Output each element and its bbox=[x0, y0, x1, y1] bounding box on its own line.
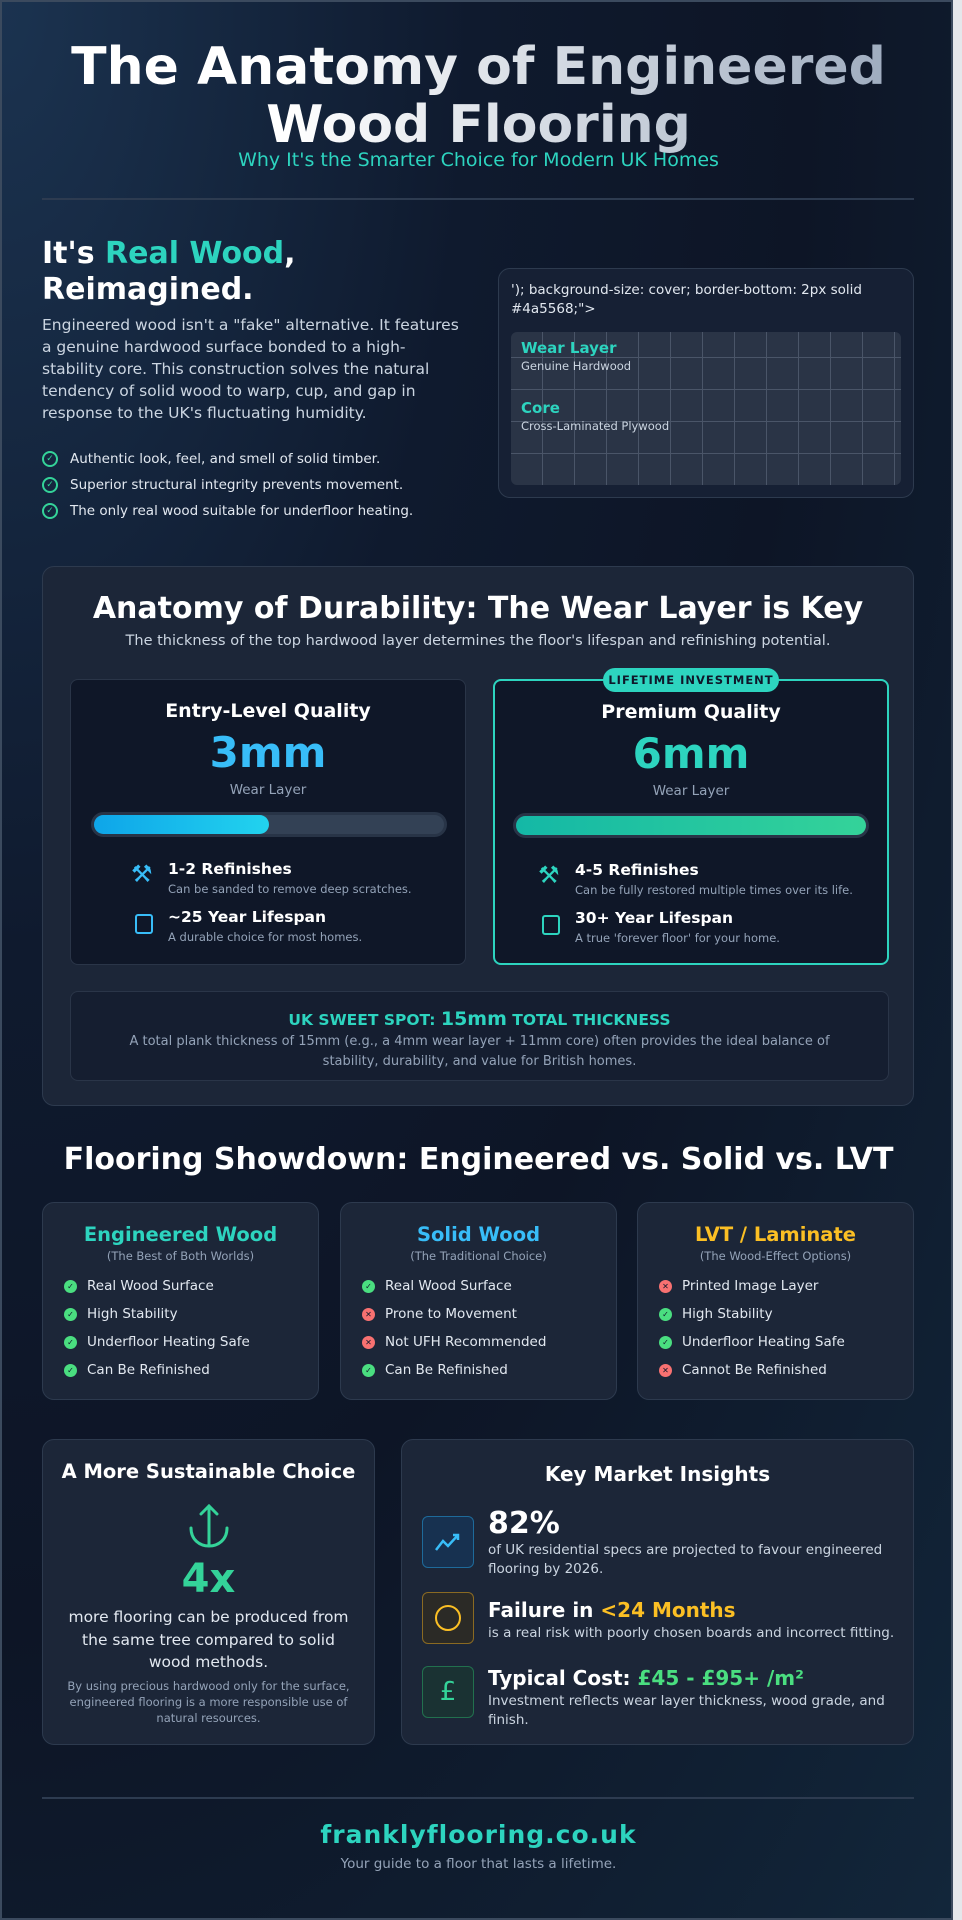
feature: 1-2 Refinishes Can be sanded to remove de… bbox=[168, 860, 412, 896]
wear-value: 6mm bbox=[632, 729, 750, 778]
trend-up-icon bbox=[422, 1516, 474, 1568]
comparison-item: ✕ Prone to Movement bbox=[362, 1300, 546, 1328]
calendar-icon bbox=[542, 915, 560, 935]
card-title: Premium Quality bbox=[601, 701, 781, 723]
comparison-item: ✓ Real Wood Surface bbox=[362, 1272, 546, 1300]
wear-progress-bar bbox=[91, 812, 447, 837]
lifetime-badge: LIFETIME INVESTMENT bbox=[603, 668, 779, 692]
durability-subtitle: The thickness of the top hardwood layer … bbox=[125, 633, 831, 649]
layer-diagram: '); background-size: cover; border-botto… bbox=[498, 268, 914, 498]
wear-value: 3mm bbox=[209, 728, 327, 777]
footer-tagline: Your guide to a floor that lasts a lifet… bbox=[340, 1856, 617, 1872]
sander-icon: ⚒ bbox=[538, 861, 560, 889]
check-icon: ✓ bbox=[659, 1307, 672, 1321]
column-title: Solid Wood bbox=[416, 1223, 541, 1246]
sweet-spot-box: UK SWEET SPOT: 15mm TOTAL THICKNESS A to… bbox=[70, 991, 889, 1081]
check-icon: ✓ bbox=[64, 1307, 77, 1321]
sustainable-panel: A More Sustainable Choice 4x more floori… bbox=[42, 1439, 375, 1745]
check-icon: ✓ bbox=[362, 1363, 375, 1377]
check-icon: ✓ bbox=[64, 1363, 77, 1377]
cross-icon: ✕ bbox=[362, 1307, 375, 1321]
comparison-item: ✓ Can Be Refinished bbox=[362, 1356, 546, 1384]
cross-icon: ✕ bbox=[362, 1335, 375, 1349]
progress-fill bbox=[94, 815, 269, 834]
feature: 30+ Year Lifespan A true 'forever floor' … bbox=[575, 909, 780, 945]
comparison-item: ✕ Not UFH Recommended bbox=[362, 1328, 546, 1356]
core-grid bbox=[511, 332, 901, 485]
clock-icon bbox=[422, 1592, 474, 1644]
cross-icon: ✕ bbox=[659, 1363, 672, 1377]
card-title: Entry-Level Quality bbox=[165, 700, 371, 722]
diagram-raw-text: '); background-size: cover; border-botto… bbox=[511, 282, 862, 317]
comparison-item: ✓ Can Be Refinished bbox=[64, 1356, 250, 1384]
check-icon: ✓ bbox=[659, 1335, 672, 1349]
check-icon: ✓ bbox=[64, 1279, 77, 1293]
column-title: LVT / Laminate bbox=[694, 1223, 856, 1246]
column-subtitle: (The Traditional Choice) bbox=[410, 1249, 547, 1263]
calendar-icon bbox=[135, 914, 153, 934]
feature: 4-5 Refinishes Can be fully restored mult… bbox=[575, 861, 853, 897]
wear-layer-label: Wear Layer bbox=[521, 339, 617, 357]
cross-icon: ✕ bbox=[659, 1279, 672, 1293]
comparison-item: ✓ Underfloor Heating Safe bbox=[64, 1328, 250, 1356]
intro-paragraph: Engineered wood isn't a "fake" alternati… bbox=[42, 316, 459, 422]
divider bbox=[42, 198, 914, 200]
comparison-item: ✓ High Stability bbox=[659, 1300, 845, 1328]
insights-panel: Key Market Insights 82% of UK residential… bbox=[401, 1439, 914, 1745]
insights-title: Key Market Insights bbox=[544, 1462, 771, 1486]
check-item: ✓ The only real wood suitable for underfl… bbox=[42, 503, 482, 519]
footer-divider bbox=[42, 1797, 914, 1799]
comparison-item: ✓ Real Wood Surface bbox=[64, 1272, 250, 1300]
column-subtitle: (The Best of Both Worlds) bbox=[106, 1249, 255, 1263]
wear-layer-sub: Genuine Hardwood bbox=[521, 359, 632, 373]
check-item: ✓ Authentic look, feel, and smell of soli… bbox=[42, 451, 482, 467]
check-item: ✓ Superior structural integrity prevents … bbox=[42, 477, 482, 493]
footer-site-link[interactable]: franklyflooring.co.uk bbox=[320, 1820, 637, 1849]
sander-icon: ⚒ bbox=[131, 860, 153, 888]
check-icon: ✓ bbox=[64, 1335, 77, 1349]
sustainable-value: 4x bbox=[181, 1556, 236, 1602]
anchor-icon bbox=[189, 1503, 229, 1548]
sustainable-title: A More Sustainable Choice bbox=[61, 1460, 356, 1483]
check-icon: ✓ bbox=[362, 1279, 375, 1293]
sustainable-text: more flooring can be produced from the s… bbox=[68, 1608, 349, 1671]
feature-checklist: ✓ Authentic look, feel, and smell of soli… bbox=[42, 451, 482, 519]
sweet-spot-desc: A total plank thickness of 15mm (e.g., a… bbox=[129, 1034, 830, 1069]
wear-progress-bar bbox=[513, 813, 869, 838]
comparison-card: LVT / Laminate (The Wood-Effect Options)… bbox=[637, 1202, 914, 1400]
core-label: Core bbox=[521, 399, 560, 417]
progress-fill bbox=[516, 816, 866, 835]
intro-heading: It's Real Wood, Reimagined. bbox=[42, 236, 296, 307]
check-circle-icon: ✓ bbox=[42, 503, 58, 519]
sustainable-note: By using precious hardwood only for the … bbox=[67, 1679, 350, 1725]
entry-level-card: Entry-Level Quality 3mm Wear Layer ⚒ 1-2… bbox=[70, 679, 466, 965]
sweet-spot-title: UK SWEET SPOT: 15mm TOTAL THICKNESS bbox=[288, 1008, 671, 1030]
premium-card: LIFETIME INVESTMENT Premium Quality 6mm … bbox=[493, 668, 889, 965]
column-title: Engineered Wood bbox=[83, 1223, 278, 1246]
wear-unit: Wear Layer bbox=[229, 782, 307, 798]
comparison-item: ✓ High Stability bbox=[64, 1300, 250, 1328]
page-title: The Anatomy of Engineered Wood Flooring bbox=[2, 38, 955, 154]
comparison-item: ✕ Cannot Be Refinished bbox=[659, 1356, 845, 1384]
durability-panel: Anatomy of Durability: The Wear Layer is… bbox=[42, 566, 914, 1106]
check-circle-icon: ✓ bbox=[42, 477, 58, 493]
insight-item: 82% of UK residential specs are projected… bbox=[488, 1506, 883, 1577]
comparison-item: ✓ Underfloor Heating Safe bbox=[659, 1328, 845, 1356]
insight-item: Typical Cost: £45 - £95+ /m² Investment r… bbox=[488, 1666, 885, 1728]
wear-unit: Wear Layer bbox=[652, 783, 730, 799]
check-circle-icon: ✓ bbox=[42, 451, 58, 467]
comparison-item: ✕ Printed Image Layer bbox=[659, 1272, 845, 1300]
pound-icon: £ bbox=[422, 1666, 474, 1718]
comparison-card: Solid Wood (The Traditional Choice) ✓ Rea… bbox=[340, 1202, 617, 1400]
showdown-title: Flooring Showdown: Engineered vs. Solid … bbox=[63, 1142, 894, 1177]
page-subtitle: Why It's the Smarter Choice for Modern U… bbox=[238, 149, 719, 171]
durability-title: Anatomy of Durability: The Wear Layer is… bbox=[92, 591, 864, 626]
feature: ~25 Year Lifespan A durable choice for mo… bbox=[168, 908, 363, 944]
core-sub: Cross-Laminated Plywood bbox=[521, 419, 670, 433]
comparison-card: Engineered Wood (The Best of Both Worlds… bbox=[42, 1202, 319, 1400]
column-subtitle: (The Wood-Effect Options) bbox=[699, 1249, 852, 1263]
insight-item: Failure in <24 Months is a real risk with… bbox=[488, 1598, 895, 1641]
